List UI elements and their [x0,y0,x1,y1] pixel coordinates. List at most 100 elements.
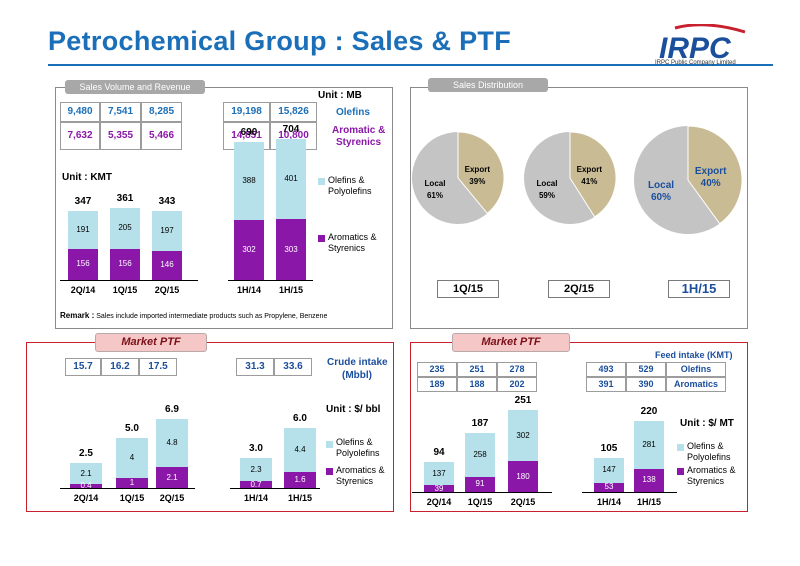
category-label: 2Q/15 [510,497,536,507]
bar-label-aromatics: 303 [284,244,298,254]
bar-label-olefins: 191 [76,224,90,234]
x-axis-line [60,280,198,281]
bar-label-olefins: 205 [118,223,132,233]
bar-segment-aromatics [284,472,316,488]
bar-total-label: 220 [640,405,658,417]
bar-label-aromatics: 1.6 [294,475,306,484]
bar-label-aromatics: 91 [475,479,485,489]
legend-olefins-2: Polyolefins [687,452,731,462]
legend-olefins-2: Polyolefins [336,448,380,458]
feed-cell: 529 [626,362,666,377]
crude-cell: 15.7 [65,358,101,376]
bar-label-olefins: 137 [432,468,446,478]
bar-label-olefins: 4 [129,453,135,462]
company-name: IRPC Public Company Limited [655,60,736,66]
x-axis-line [228,280,313,281]
bar-total-label: 105 [600,443,618,454]
bar-total-label: 361 [116,192,134,204]
unit-kmt: Unit : KMT [62,172,112,183]
unit-mb: Unit : MB [318,90,362,101]
pie-label-export: Export [695,166,727,177]
crude-intake-label-2: (Mbbl) [342,370,372,381]
bar-label-olefins: 281 [642,439,656,449]
legend-olefins-2: Polyolefins [328,186,372,196]
bar-label-olefins: 197 [160,226,174,236]
category-label: 2Q/15 [154,285,180,295]
pie-value-export: 39% [469,177,485,186]
rev-cell: 19,198 [223,102,270,122]
rev-cell: 7,632 [60,122,100,150]
bar-label-olefins: 401 [284,174,298,184]
x-axis-line [60,488,195,489]
crude-intake-label-1: Crude intake [327,357,388,368]
bar-label-aromatics: 2.1 [166,472,178,482]
bar-label-aromatics: 180 [516,471,530,481]
pie-label-local: Local [537,179,558,188]
legend-swatch-aromatics [318,235,325,242]
crude-cell: 16.2 [101,358,139,376]
bar-segment-aromatics [508,461,538,492]
category-label: 1H/14 [236,285,262,295]
pie-label-export: Export [577,165,603,174]
category-label: 2Q/14 [426,497,452,507]
pie-slice-export [457,131,505,215]
category-label: 1H/15 [278,285,304,295]
row-label-olefins: Olefins [336,107,370,118]
category-label: 2Q/14 [73,493,99,503]
rev-cell: 9,480 [60,102,100,122]
pie-value-export: 41% [581,177,597,186]
feed-cell: 235 [417,362,457,377]
bar-segment-olefins [234,142,264,220]
x-axis-line [230,488,320,489]
bar-label-aromatics: 156 [118,259,132,269]
bar-segment-olefins [284,428,316,472]
feed-cell: 493 [586,362,626,377]
irpc-logo-icon: IRPC [659,23,746,65]
remark-text: Sales include imported intermediate prod… [96,313,328,320]
title-rule [48,64,773,66]
pie-value-local: 61% [427,191,443,200]
category-label: 1Q/15 [467,497,493,507]
bar-label-olefins: 388 [242,175,256,185]
pie-period-box: 2Q/15 [548,280,610,298]
bar-total-label: 6.9 [165,404,179,415]
feed-cell: 188 [457,377,497,392]
svg-text:IRPC: IRPC [659,32,732,64]
bar-label-aromatics: 302 [242,244,256,254]
bar-segment-aromatics [70,484,102,488]
category-label: 2Q/14 [70,285,96,295]
legend-aromatics-1: Aromatics & [687,465,736,475]
bar-segment-olefins [508,410,538,462]
bar-label-olefins: 2.1 [80,468,92,478]
remark-label: Remark : [60,311,95,320]
bar-segment-aromatics [240,481,272,488]
bar-segment-aromatics [594,482,624,492]
bar-label-olefins: 4.8 [166,438,178,447]
pie-slice-local [412,132,488,224]
pie-value-local: 59% [539,191,555,200]
bar-segment-olefins [594,458,624,483]
pie-period-box: 1Q/15 [437,280,499,298]
pie-label-local: Local [648,180,674,191]
sales-volume-chart: 156 191 347 2Q/14 156 205 361 1Q/15 146 197 343 2Q/… [58,124,313,295]
rev-cell: 15,826 [270,102,317,122]
legend-olefins-1: Olefins & [687,441,724,451]
feed-cell: Olefins [666,362,726,377]
pie-value-export: 40% [701,178,721,189]
bar-total-label: 251 [514,395,532,407]
feed-cell: 390 [626,377,666,392]
pie-slice-export [569,131,617,218]
legend-aromatics-1: Aromatics & [336,465,385,475]
bar-total-label: 690 [240,127,258,138]
sales-distribution-tab: Sales Distribution [428,78,548,92]
bar-segment-olefins [240,458,272,481]
crude-cell: 31.3 [236,358,274,376]
legend-aromatics-2: Styrenics [687,476,725,486]
pie-label-export: Export [465,165,491,174]
bar-total-label: 343 [158,196,176,208]
bar-label-aromatics: 0.4 [80,481,92,490]
pie-slice-local [524,132,595,224]
feed-cell: 189 [417,377,457,392]
crude-cell: 33.6 [274,358,312,376]
bar-total-label: 704 [282,124,300,136]
